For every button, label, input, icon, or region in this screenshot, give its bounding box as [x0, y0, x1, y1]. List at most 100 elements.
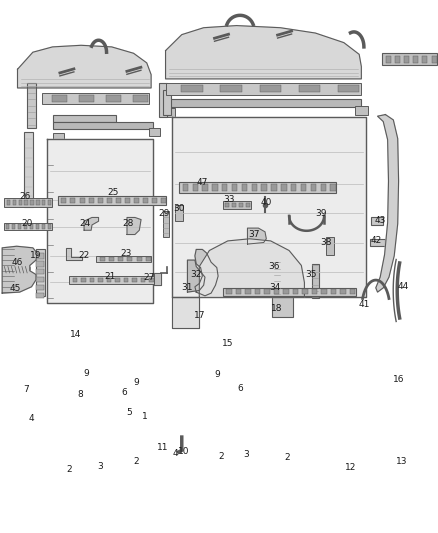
- Bar: [251, 184, 257, 191]
- Bar: [73, 278, 77, 282]
- Polygon shape: [187, 260, 205, 292]
- Bar: [350, 289, 355, 294]
- Bar: [141, 278, 145, 282]
- Bar: [42, 93, 149, 104]
- Text: 3: 3: [97, 462, 103, 471]
- Bar: [6, 224, 9, 229]
- Bar: [30, 200, 34, 205]
- Text: 40: 40: [261, 198, 272, 207]
- Bar: [4, 198, 52, 207]
- Bar: [355, 106, 368, 115]
- Bar: [223, 288, 356, 296]
- Text: 34: 34: [269, 284, 281, 292]
- Bar: [4, 223, 52, 230]
- Bar: [36, 224, 39, 229]
- Bar: [36, 277, 44, 282]
- Bar: [116, 198, 121, 204]
- Bar: [58, 196, 166, 205]
- Polygon shape: [166, 26, 361, 79]
- Bar: [25, 200, 28, 205]
- Bar: [166, 108, 175, 117]
- Bar: [340, 289, 346, 294]
- Bar: [125, 198, 130, 204]
- Bar: [71, 198, 75, 204]
- Bar: [220, 85, 242, 92]
- Bar: [143, 198, 148, 204]
- Bar: [265, 289, 269, 294]
- Text: 19: 19: [30, 252, 42, 260]
- Bar: [232, 184, 237, 191]
- Text: 23: 23: [120, 249, 132, 257]
- Bar: [281, 184, 286, 191]
- Polygon shape: [2, 246, 37, 293]
- Bar: [326, 237, 334, 255]
- Polygon shape: [199, 239, 304, 297]
- Bar: [137, 257, 141, 261]
- Bar: [61, 198, 67, 204]
- Bar: [53, 115, 116, 122]
- Polygon shape: [66, 248, 82, 260]
- Bar: [242, 184, 247, 191]
- Text: 43: 43: [374, 216, 386, 225]
- Text: 35: 35: [305, 270, 317, 279]
- Bar: [236, 289, 241, 294]
- Bar: [422, 55, 427, 63]
- Bar: [179, 182, 336, 193]
- Bar: [321, 184, 326, 191]
- Polygon shape: [47, 139, 153, 303]
- Bar: [159, 83, 167, 117]
- Bar: [79, 95, 94, 102]
- Bar: [36, 249, 45, 296]
- Bar: [239, 203, 243, 207]
- Text: 9: 9: [83, 369, 89, 377]
- Bar: [271, 184, 277, 191]
- Text: 13: 13: [396, 457, 408, 466]
- Bar: [100, 257, 105, 261]
- Bar: [12, 224, 15, 229]
- Text: 11: 11: [157, 443, 169, 452]
- Polygon shape: [172, 297, 199, 328]
- Polygon shape: [376, 115, 399, 292]
- Bar: [245, 289, 251, 294]
- Text: 16: 16: [393, 375, 404, 384]
- Text: 42: 42: [370, 237, 381, 245]
- Bar: [127, 257, 132, 261]
- Bar: [149, 128, 160, 136]
- Bar: [24, 132, 33, 207]
- Text: 6: 6: [237, 384, 243, 392]
- Bar: [166, 99, 361, 107]
- Bar: [24, 224, 27, 229]
- Bar: [181, 85, 203, 92]
- Bar: [163, 211, 169, 237]
- Bar: [161, 198, 166, 204]
- Bar: [36, 200, 39, 205]
- Polygon shape: [154, 273, 161, 285]
- Polygon shape: [127, 217, 141, 235]
- Text: 15: 15: [222, 340, 233, 348]
- Text: 29: 29: [159, 209, 170, 217]
- Bar: [371, 217, 383, 225]
- Bar: [413, 55, 418, 63]
- Text: 12: 12: [345, 464, 356, 472]
- Bar: [18, 200, 22, 205]
- Text: 14: 14: [70, 330, 81, 338]
- Bar: [2, 266, 30, 273]
- Bar: [431, 55, 437, 63]
- Text: 25: 25: [107, 189, 119, 197]
- Bar: [175, 205, 183, 221]
- Bar: [124, 278, 128, 282]
- Bar: [42, 200, 46, 205]
- Bar: [13, 200, 16, 205]
- Text: 3: 3: [243, 450, 249, 458]
- Text: 4: 4: [29, 414, 34, 423]
- Bar: [107, 198, 112, 204]
- Bar: [7, 200, 10, 205]
- Bar: [299, 85, 320, 92]
- Bar: [183, 184, 188, 191]
- Text: 10: 10: [178, 448, 190, 456]
- Bar: [18, 224, 21, 229]
- Bar: [404, 55, 409, 63]
- Text: 30: 30: [173, 205, 184, 213]
- Text: 2: 2: [219, 453, 224, 461]
- Bar: [212, 184, 218, 191]
